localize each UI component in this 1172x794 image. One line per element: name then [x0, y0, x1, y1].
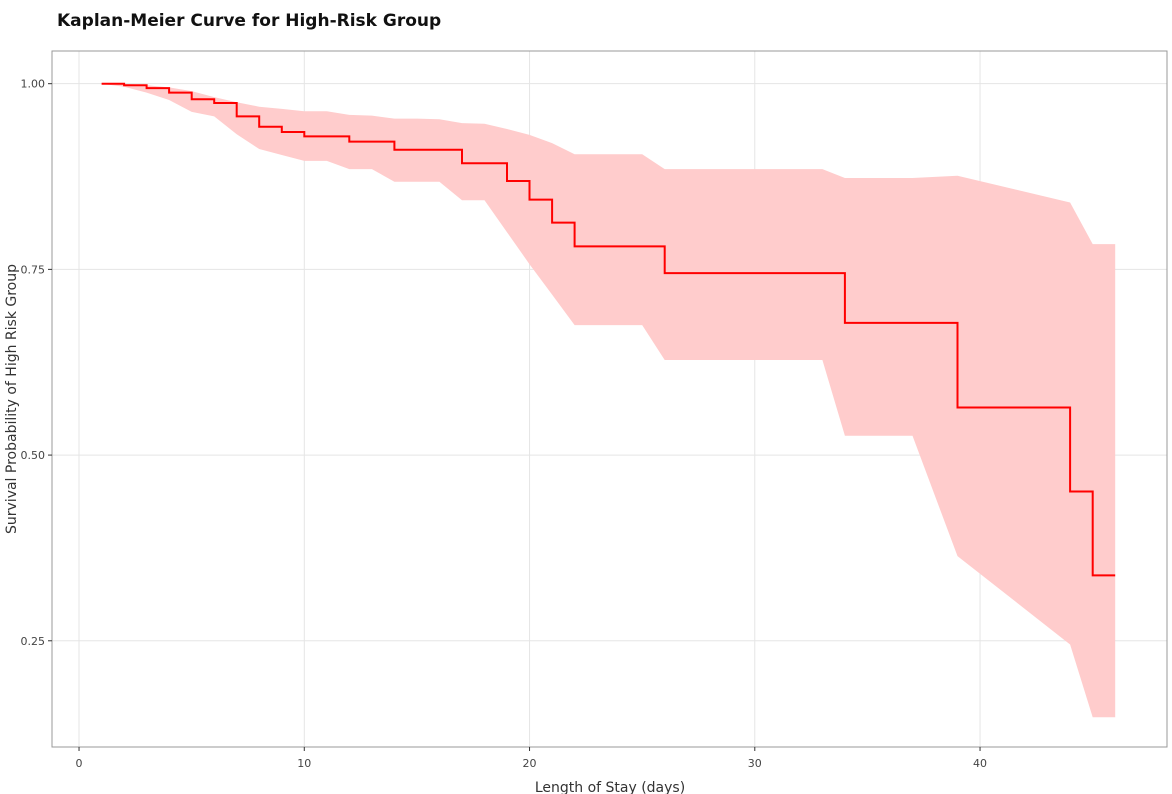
- x-tick-label: 30: [748, 757, 762, 770]
- chart-title: Kaplan-Meier Curve for High-Risk Group: [57, 11, 441, 31]
- y-tick-label: 1.00: [21, 78, 46, 91]
- confidence-band: [101, 83, 1116, 718]
- y-axis-title: Survival Probability of High Risk Group: [4, 264, 20, 534]
- y-tick-label: 0.25: [21, 635, 46, 648]
- y-axis-ticks: 0.25 0.50 0.75 1.00: [21, 78, 52, 648]
- y-tick-label: 0.50: [21, 449, 46, 462]
- plot-frame: [51, 50, 1168, 748]
- x-axis-ticks: 0 10 20 30 40: [76, 747, 987, 770]
- x-tick-label: 40: [973, 757, 987, 770]
- x-tick-label: 10: [297, 757, 311, 770]
- x-tick-label: 0: [76, 757, 83, 770]
- survival-step-line: [101, 82, 1116, 577]
- x-tick-label: 20: [523, 757, 537, 770]
- x-axis-title: Length of Stay (days): [535, 780, 685, 794]
- y-tick-label: 0.75: [21, 263, 46, 276]
